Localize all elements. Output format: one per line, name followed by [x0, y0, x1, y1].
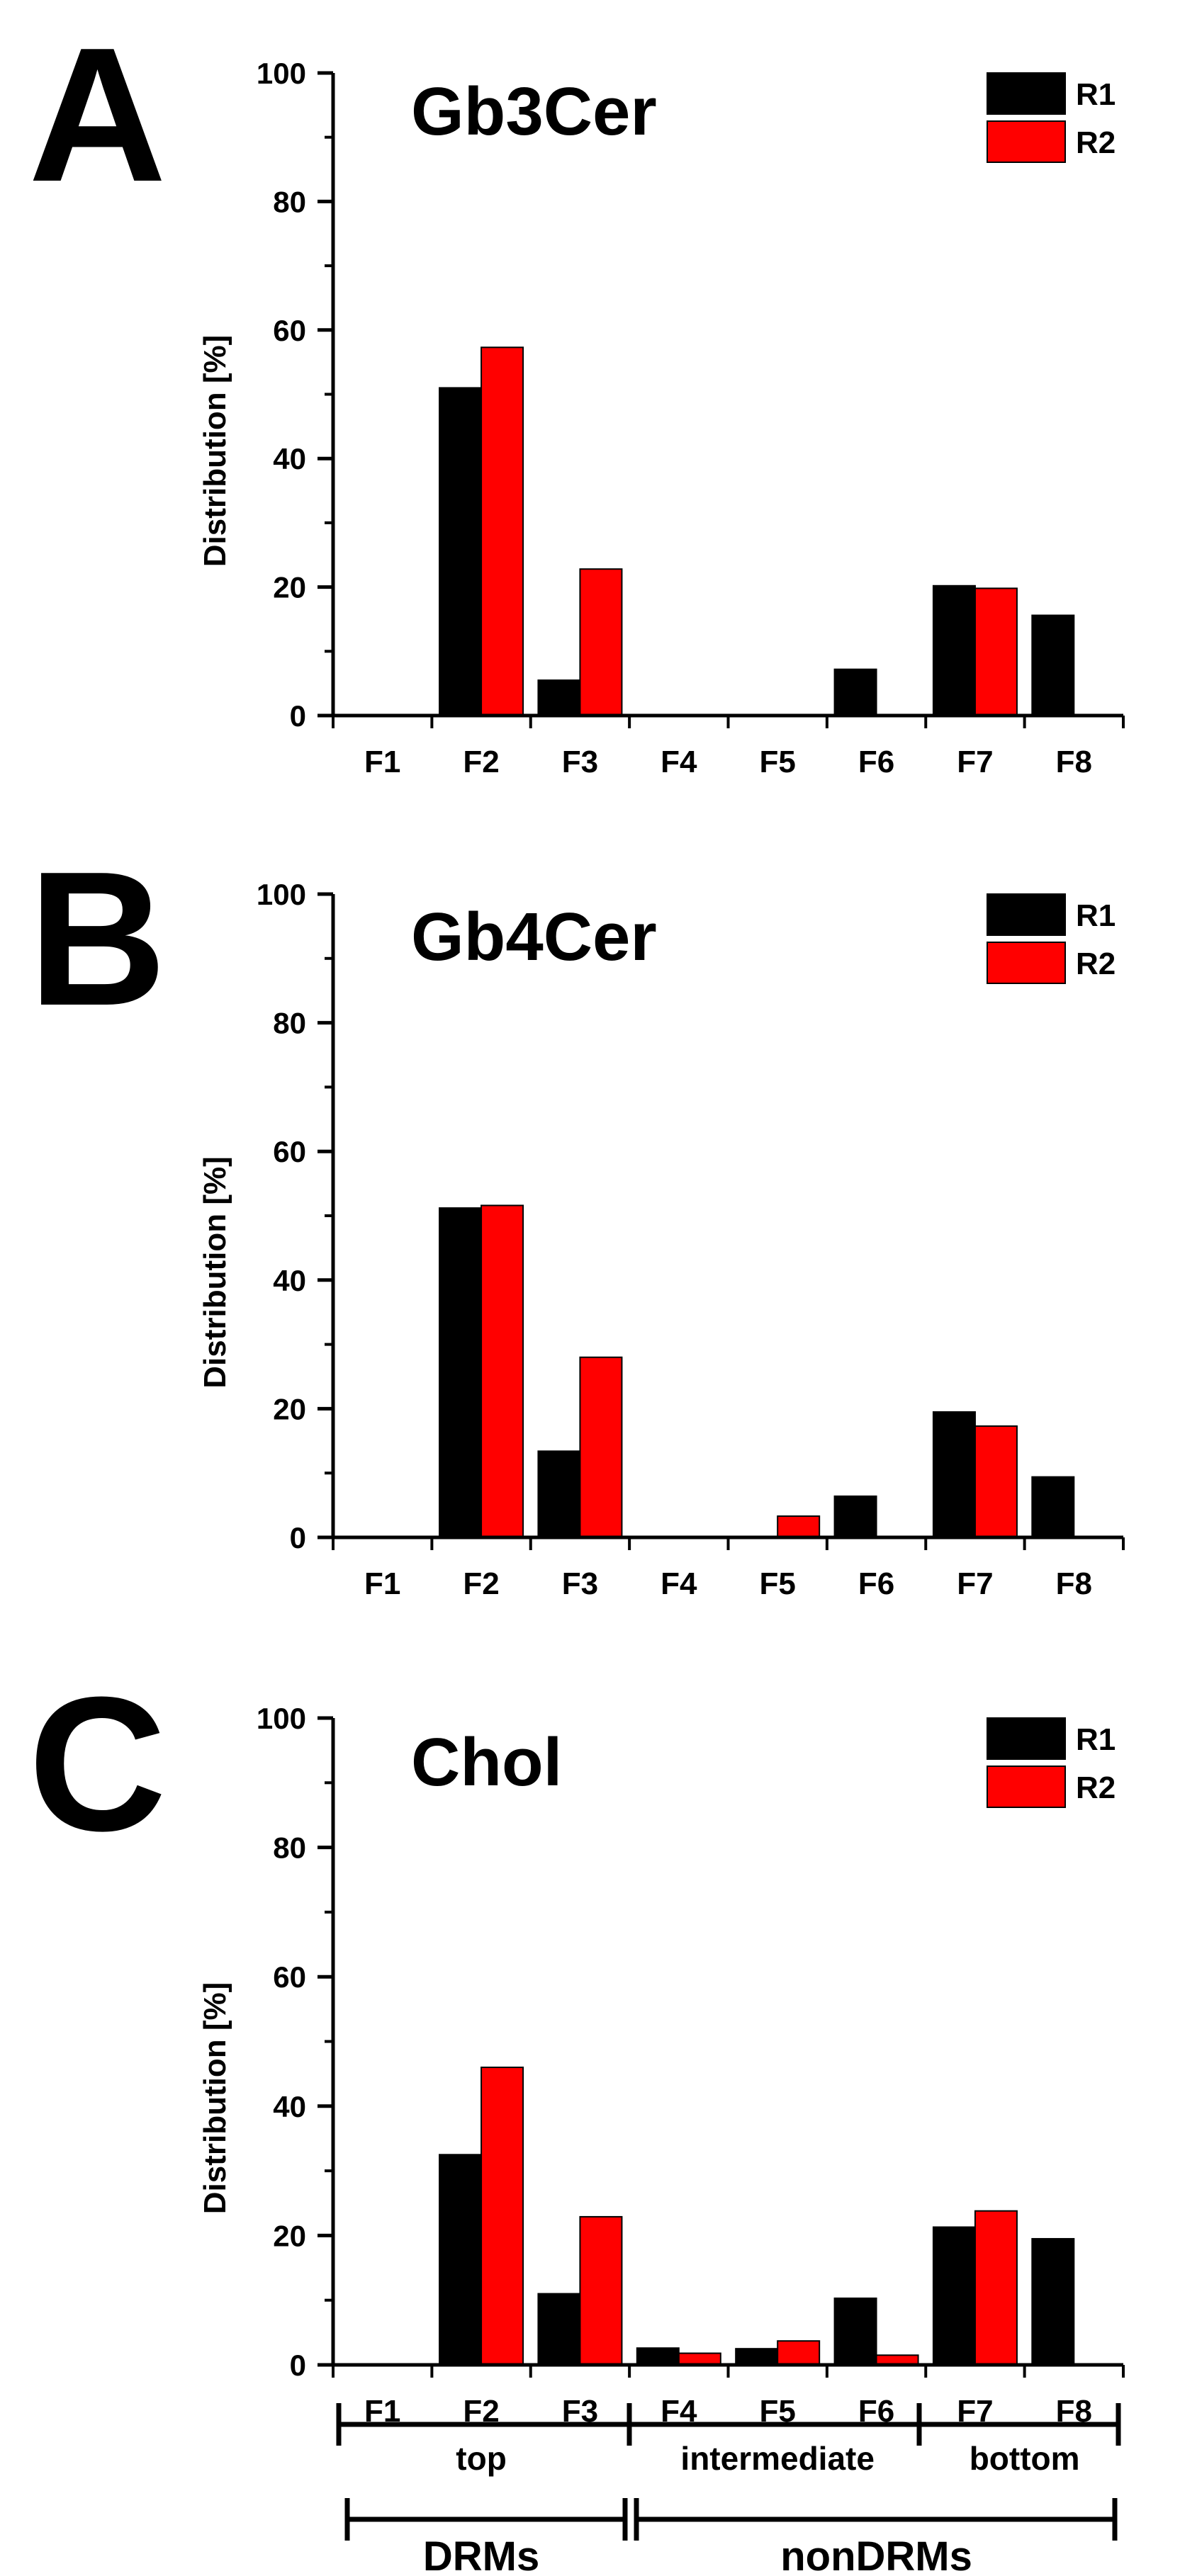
- legend-swatch-r2: [987, 1766, 1066, 1808]
- bar-r1-f3: [537, 1450, 581, 1538]
- y-tick-label: 100: [257, 57, 306, 90]
- bar-r1-f8: [1031, 2237, 1075, 2366]
- bar-r1-f2: [439, 387, 483, 716]
- legend-label-r1: R1: [1076, 898, 1116, 933]
- bar-r1-f7: [932, 2226, 976, 2366]
- chart-title: Gb4Cer: [411, 899, 657, 975]
- bar-r2-f5: [777, 1515, 821, 1538]
- y-tick-label: 0: [290, 1521, 306, 1554]
- bar-r2-f3: [579, 568, 623, 716]
- x-tick-label: F4: [661, 1566, 697, 1601]
- legend-label-r2: R2: [1076, 1770, 1116, 1805]
- y-tick-label: 60: [273, 314, 306, 347]
- bar-r2-f7: [974, 587, 1018, 716]
- x-tick-label: F2: [463, 1566, 499, 1601]
- y-tick-label: 40: [273, 2090, 306, 2123]
- bar-r2-f2: [481, 1204, 524, 1539]
- group-label-bottom: bottom: [970, 2440, 1080, 2477]
- y-tick-label: 40: [273, 1264, 306, 1297]
- legend-swatch-r2: [987, 942, 1066, 984]
- panel-letter: C: [28, 1658, 167, 1871]
- legend-swatch-r1: [987, 72, 1066, 115]
- chart-panel-a: A Gb3Cer 0 20 40 60 80 100 F1 F2 F3 F4 F5 F6 F7 F8 Distr…: [28, 9, 1125, 779]
- y-tick-label: 100: [257, 878, 306, 911]
- y-tick-label: 20: [273, 2219, 306, 2252]
- y-tick-label: 40: [273, 442, 306, 475]
- x-tick-label: F4: [661, 745, 697, 779]
- bar-r2-f5: [777, 2340, 821, 2366]
- legend-label-r2: R2: [1076, 125, 1116, 160]
- bar-r1-f2: [439, 1207, 483, 1538]
- bar-r1-f2: [439, 2154, 483, 2366]
- panel-letter: A: [28, 9, 167, 222]
- x-tick-label: F5: [760, 1566, 796, 1601]
- panel-letter: B: [28, 832, 167, 1046]
- y-tick-label: 80: [273, 1831, 306, 1865]
- y-tick-label: 0: [290, 2349, 306, 2382]
- bar-r1-f4: [636, 2347, 680, 2366]
- x-tick-label: F1: [364, 1566, 400, 1601]
- bar-r1-f6: [833, 1495, 877, 1538]
- x-tick-label: F1: [364, 745, 400, 779]
- y-tick-label: 80: [273, 1007, 306, 1040]
- bar-r1-f3: [537, 679, 581, 716]
- legend-swatch-r2: [987, 120, 1066, 163]
- y-tick-label: 100: [257, 1702, 306, 1735]
- bar-r2-f2: [481, 2067, 524, 2366]
- x-tick-label: F2: [463, 745, 499, 779]
- y-axis-label: Distribution [%]: [198, 1156, 232, 1389]
- fraction-groups: top intermediate bottom DRMs nonDRMs: [336, 2403, 1121, 2576]
- bar-r1-f8: [1031, 1476, 1075, 1538]
- bar-r1-f3: [537, 2293, 581, 2366]
- y-tick-label: 0: [290, 699, 306, 733]
- bar-r2-f3: [579, 2215, 623, 2366]
- bar-r1-f7: [932, 1411, 976, 1538]
- group-label-intermediate: intermediate: [680, 2440, 875, 2477]
- chart-panel-b: B Gb4Cer 0 20 40 60 80 100 F1 F2 F3 F4 F5 F6 F7 F8 Distr…: [28, 832, 1125, 1601]
- y-tick-label: 20: [273, 571, 306, 604]
- legend-label-r1: R1: [1076, 1722, 1116, 1757]
- bar-r2-f7: [974, 2210, 1018, 2366]
- legend-swatch-r1: [987, 893, 1066, 936]
- x-tick-label: F5: [760, 745, 796, 779]
- y-tick-label: 60: [273, 1135, 306, 1168]
- y-tick-label: 80: [273, 185, 306, 218]
- group-label-drms: DRMs: [423, 2533, 539, 2576]
- bar-r1-f6: [833, 668, 877, 716]
- x-tick-label: F6: [858, 1566, 894, 1601]
- y-axis-label: Distribution [%]: [198, 1982, 232, 2215]
- group-label-nondrms: nonDRMs: [780, 2533, 972, 2576]
- bar-r2-f3: [579, 1356, 623, 1539]
- bar-r2-f2: [481, 346, 524, 716]
- legend-label-r2: R2: [1076, 947, 1116, 981]
- bar-r2-f7: [974, 1425, 1018, 1539]
- x-tick-label: F7: [957, 745, 993, 779]
- legend-label-r1: R1: [1076, 77, 1116, 112]
- chart-title: Chol: [411, 1724, 562, 1800]
- x-tick-label: F6: [858, 745, 894, 779]
- bar-r1-f7: [932, 584, 976, 717]
- y-tick-label: 60: [273, 1960, 306, 1994]
- bar-r1-f5: [735, 2348, 779, 2366]
- x-tick-label: F7: [957, 1566, 993, 1601]
- x-tick-label: F8: [1056, 745, 1092, 779]
- group-label-top: top: [456, 2440, 507, 2477]
- bar-r1-f6: [833, 2297, 877, 2366]
- x-tick-label: F3: [562, 1566, 598, 1601]
- chart-title: Gb3Cer: [411, 74, 657, 149]
- x-tick-label: F8: [1056, 1566, 1092, 1601]
- y-axis-label: Distribution [%]: [198, 335, 232, 567]
- legend-swatch-r1: [987, 1717, 1066, 1760]
- x-tick-label: F3: [562, 745, 598, 779]
- bar-r1-f8: [1031, 614, 1075, 716]
- y-tick-label: 20: [273, 1392, 306, 1425]
